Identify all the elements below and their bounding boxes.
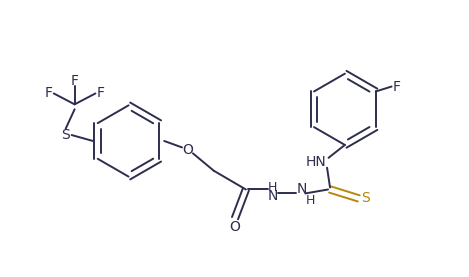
Text: S: S xyxy=(361,191,370,205)
Text: H: H xyxy=(268,181,277,194)
Text: HN: HN xyxy=(306,155,326,169)
Text: F: F xyxy=(45,86,53,101)
Text: N: N xyxy=(267,189,278,203)
Text: F: F xyxy=(96,86,105,101)
Text: N: N xyxy=(296,183,307,196)
Text: O: O xyxy=(229,220,241,234)
Text: O: O xyxy=(182,143,193,157)
Text: F: F xyxy=(71,74,79,88)
Text: F: F xyxy=(393,79,401,94)
Text: H: H xyxy=(305,194,315,207)
Text: S: S xyxy=(61,128,70,142)
